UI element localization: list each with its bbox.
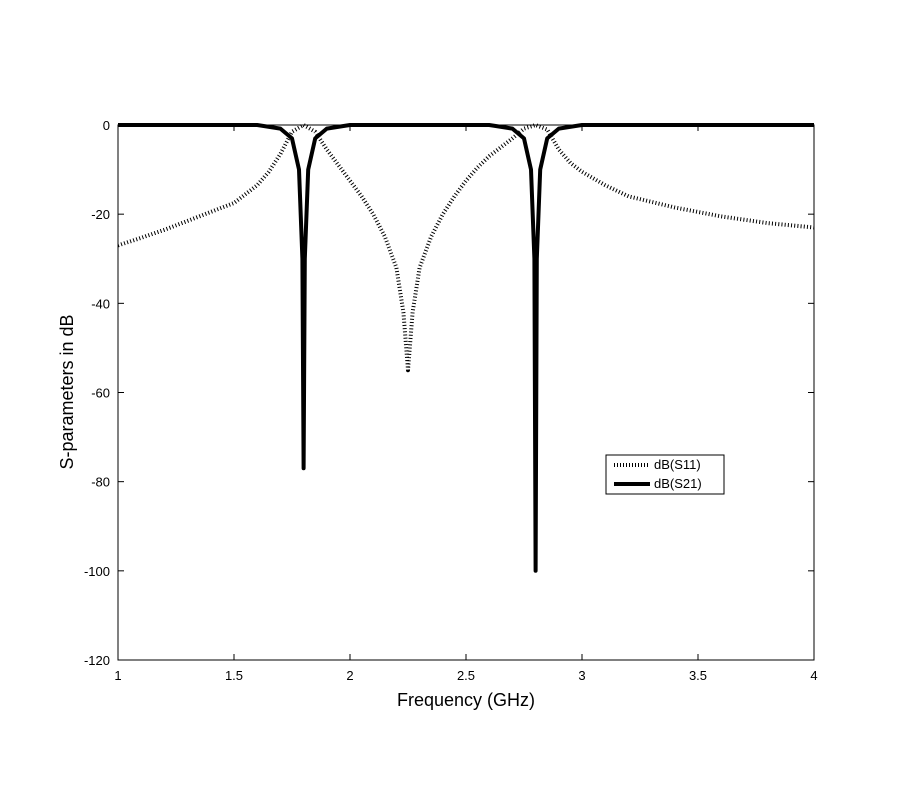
y-tick-label: 0	[103, 118, 110, 133]
series-line-db-s11	[117, 123, 815, 373]
y-tick-label: -40	[91, 296, 110, 311]
legend-label-s11: dB(S11)	[654, 457, 701, 472]
x-tick-label: 4	[810, 668, 817, 683]
x-tick-label: 1.5	[225, 668, 243, 683]
y-tick-label: -80	[91, 475, 110, 490]
y-tick-label: -60	[91, 386, 110, 401]
legend-label-s21: dB(S21)	[654, 476, 702, 491]
y-tick-label: -20	[91, 207, 110, 222]
x-axis-label: Frequency (GHz)	[397, 690, 535, 710]
legend: dB(S11) dB(S21)	[605, 454, 725, 495]
y-tick-label: -120	[84, 653, 110, 668]
series-line-db-s21	[118, 123, 814, 573]
y-axis-label: S-parameters in dB	[57, 314, 77, 469]
x-tick-label: 3	[578, 668, 585, 683]
x-axis-ticks: 1 1.5 2 2.5 3 3.5 4	[114, 125, 818, 683]
y-tick-label: -100	[84, 564, 110, 579]
legend-box	[605, 454, 725, 495]
x-tick-label: 2.5	[457, 668, 475, 683]
x-tick-label: 3.5	[689, 668, 707, 683]
series-layer	[117, 123, 815, 573]
x-tick-label: 1	[114, 668, 121, 683]
x-tick-label: 2	[346, 668, 353, 683]
